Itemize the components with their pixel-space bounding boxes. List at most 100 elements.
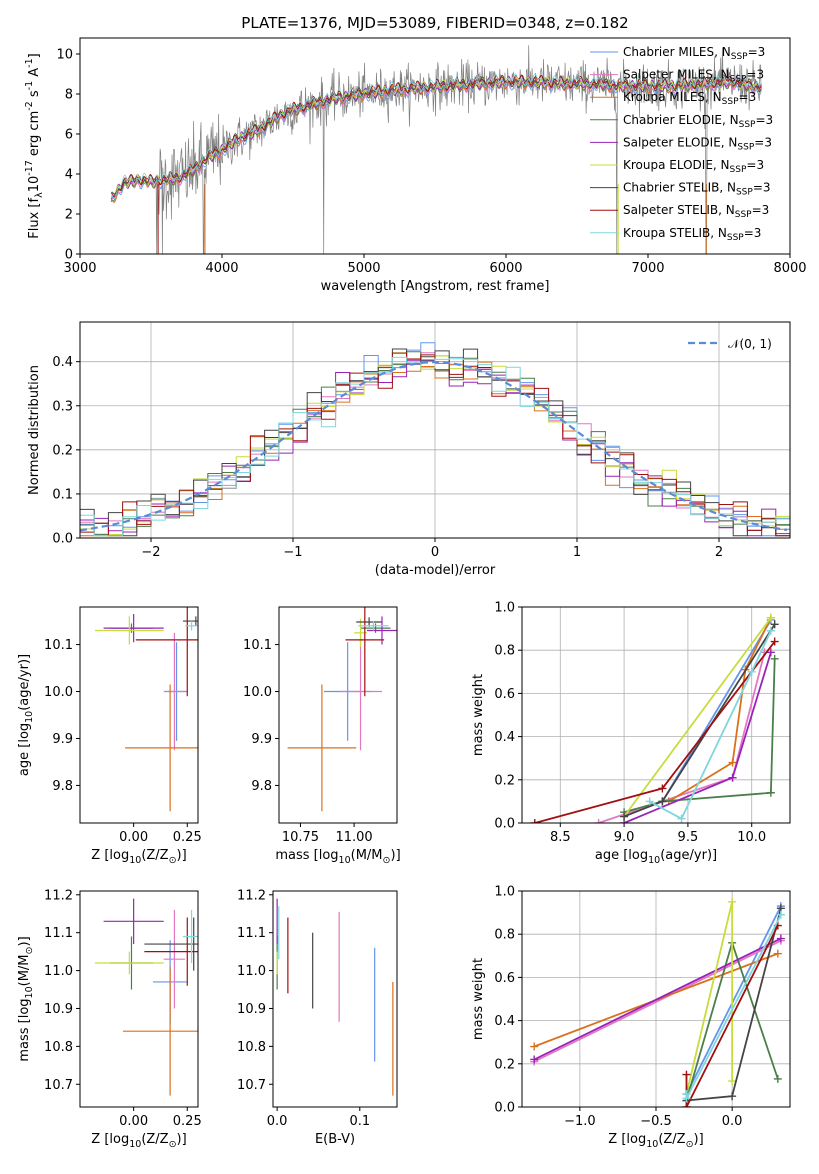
x-tick-label: 9.0 — [614, 830, 635, 845]
residual-histogram-step — [80, 356, 790, 537]
x-tick-label: 0.25 — [173, 1114, 202, 1129]
mass-weight-series-line — [649, 630, 772, 820]
x-tick-label: 11.00 — [335, 830, 372, 845]
x-tick-label: 2 — [715, 545, 723, 560]
legend-entry: Chabrier MILES, NSSP=3 — [623, 45, 765, 62]
plot-area — [276, 898, 394, 1096]
x-tick-label: 0.0 — [722, 1114, 743, 1129]
x-tick-label: −1 — [283, 545, 302, 560]
mass-weight-series-line — [623, 658, 776, 814]
mass-weight-marker — [728, 758, 737, 767]
y-tick-label: 11.1 — [44, 926, 73, 941]
y-tick-label: 0.4 — [494, 730, 515, 745]
y-tick-label: 10.9 — [44, 1002, 73, 1017]
age-vs-metallicity-panel: 0.00 0.25 9.8 9.9 10.0 10.1 Z [log10​(Z/Z⊙​)] a… — [17, 606, 202, 866]
axes-frame — [521, 606, 791, 824]
mass-weight-marker — [530, 1055, 539, 1064]
axes-frame — [272, 890, 398, 1108]
mass-weight-marker — [658, 797, 667, 806]
mass-weight-marker — [728, 773, 737, 782]
mass-weight-marker — [530, 819, 539, 823]
axes-frame — [79, 606, 199, 824]
y-axis-label: Normed distribution — [27, 365, 42, 495]
y-tick-label: 11.2 — [237, 888, 266, 903]
x-axis-label: Z [log10​(Z/Z⊙​)] — [91, 848, 186, 866]
x-tick-label: −0.5 — [640, 1114, 672, 1129]
x-axis-label: mass [log10​(M/M⊙​)] — [275, 848, 400, 866]
mass-weight-marker — [766, 613, 775, 622]
mass-weight-series-line — [668, 617, 772, 803]
y-tick-label: 1.0 — [494, 601, 515, 616]
x-tick-label: 4000 — [205, 261, 238, 276]
x-tick-label: 9.5 — [678, 830, 699, 845]
y-tick-label: 0.3 — [52, 399, 73, 414]
mass-weight-marker — [747, 667, 756, 676]
plot-area — [287, 607, 397, 812]
plot-area — [530, 613, 779, 823]
mass-weight-marker — [728, 1092, 737, 1101]
mass-weight-marker — [682, 1070, 691, 1079]
y-tick-label: 0.2 — [52, 443, 73, 458]
mass-weight-marker — [766, 648, 775, 657]
x-tick-label: 3000 — [63, 261, 96, 276]
y-tick-label: 0.1 — [52, 487, 73, 502]
y-tick-label: 4 — [65, 168, 73, 183]
mass-weight-vs-age-panel: 8.5 9.0 9.5 10.0 0.0 0.2 0.4 0.6 0.8 1.0 age [log1… — [471, 601, 791, 866]
y-tick-label: 10 — [56, 48, 73, 63]
y-tick-label: 10.8 — [44, 1040, 73, 1055]
plot-area — [530, 897, 785, 1107]
y-tick-label: 0.2 — [494, 1057, 515, 1072]
x-tick-label: 0.0 — [267, 1114, 288, 1129]
y-axis-label: mass [log10​(M/M⊙​)] — [17, 936, 35, 1061]
figure-title: PLATE=1376, MJD=53089, FIBERID=0348, z=0… — [241, 14, 628, 32]
y-tick-label: 11.0 — [237, 964, 266, 979]
residuals-histogram-panel: −2 −1 0 1 2 0.0 0.1 0.2 0.3 0.4 (data-model)/error… — [27, 321, 791, 578]
mass-weight-marker — [773, 949, 782, 958]
y-tick-label: 11.1 — [237, 926, 266, 941]
mass-weight-series-line — [685, 905, 782, 1095]
axes-frame — [79, 321, 791, 539]
y-tick-label: 0.4 — [494, 1014, 515, 1029]
y-tick-label: 9.8 — [251, 779, 272, 794]
mass-weight-marker — [645, 797, 654, 806]
y-tick-label: 2 — [65, 208, 73, 223]
x-axis-label: (data-model)/error — [375, 563, 496, 578]
x-tick-label: 0.1 — [349, 1114, 370, 1129]
age-vs-mass-panel: 10.75 11.00 9.8 9.9 10.0 10.1 mass [log10​(M/M… — [243, 606, 401, 866]
y-tick-label: 8 — [65, 88, 73, 103]
y-axis-label: Flux [fλ​10-17​ erg cm-2​ s-1​ A-1​] — [24, 53, 45, 238]
mass-weight-series-line — [685, 925, 779, 1107]
mass-weight-marker — [766, 788, 775, 797]
y-tick-label: 10.1 — [243, 638, 272, 653]
legend-entry: 𝒩(0, 1) — [728, 337, 772, 351]
mass-weight-marker — [773, 1074, 782, 1083]
x-axis-label: Z [log10​(Z/Z⊙​)] — [608, 1132, 703, 1150]
y-tick-label: 0 — [65, 248, 73, 263]
mass-weight-series-line — [661, 619, 772, 802]
x-tick-label: 6000 — [489, 261, 522, 276]
mass-weight-marker — [658, 784, 667, 793]
mass-weight-marker — [677, 814, 686, 823]
y-axis-label: mass weight — [471, 958, 486, 1040]
x-tick-label: 0.00 — [119, 830, 148, 845]
normal-reference-curve — [80, 360, 788, 532]
legend-entry: Salpeter STELIB, NSSP=3 — [623, 203, 769, 220]
y-tick-label: 11.2 — [44, 888, 73, 903]
mass-weight-marker — [770, 637, 779, 646]
plot-area — [95, 607, 198, 812]
x-tick-label: 7000 — [631, 261, 664, 276]
x-tick-label: 10.0 — [737, 830, 766, 845]
y-tick-label: 6 — [65, 128, 73, 143]
legend-entry: Salpeter ELODIE, NSSP=3 — [623, 135, 772, 152]
x-tick-label: 5000 — [347, 261, 380, 276]
mass-weight-marker — [776, 910, 785, 919]
y-tick-label: 0.0 — [494, 1101, 515, 1116]
mass-weight-marker — [728, 1077, 737, 1086]
axes-frame — [79, 37, 791, 255]
mass-weight-series-line — [533, 937, 782, 1061]
plot-area — [95, 898, 198, 1096]
y-tick-label: 10.7 — [44, 1078, 73, 1093]
model-spectrum-line — [111, 73, 762, 200]
y-tick-label: 11.0 — [44, 964, 73, 979]
